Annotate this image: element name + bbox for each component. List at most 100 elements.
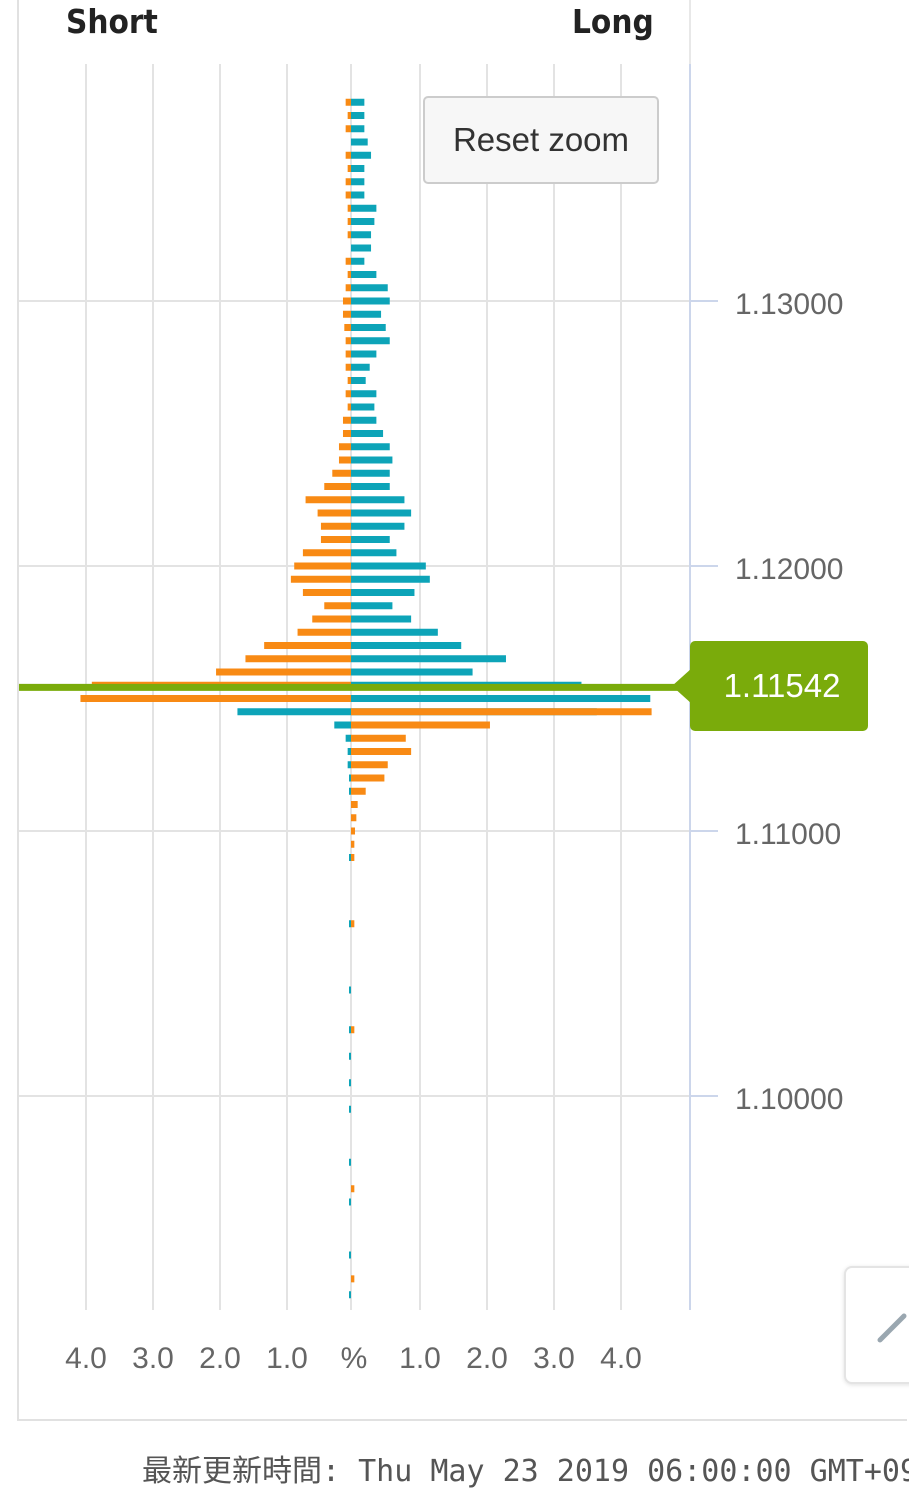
long-bar[interactable] xyxy=(347,761,351,769)
long-bar[interactable] xyxy=(351,191,365,199)
short-bar[interactable] xyxy=(302,589,351,596)
scroll-to-top-button[interactable] xyxy=(844,1266,909,1384)
long-bar[interactable] xyxy=(349,1105,351,1113)
long-bar[interactable] xyxy=(351,390,377,398)
short-bar[interactable] xyxy=(345,191,351,199)
long-bar[interactable] xyxy=(351,562,426,570)
long-bar[interactable] xyxy=(351,125,365,133)
long-bar[interactable] xyxy=(351,602,393,610)
long-bar[interactable] xyxy=(345,734,351,742)
long-bar[interactable] xyxy=(351,271,377,278)
short-bar[interactable] xyxy=(351,734,406,742)
long-bar[interactable] xyxy=(349,1052,351,1060)
long-bar[interactable] xyxy=(351,695,651,702)
long-bar[interactable] xyxy=(351,244,372,252)
long-bar[interactable] xyxy=(351,443,390,451)
long-bar[interactable] xyxy=(349,774,351,782)
long-bar[interactable] xyxy=(349,1158,351,1166)
short-bar[interactable] xyxy=(351,814,357,822)
short-bar[interactable] xyxy=(351,1275,355,1283)
long-bar[interactable] xyxy=(334,721,351,729)
short-bar[interactable] xyxy=(345,337,351,345)
long-bar[interactable] xyxy=(351,165,365,172)
long-bar[interactable] xyxy=(351,668,473,676)
long-bar[interactable] xyxy=(351,337,390,345)
short-bar[interactable] xyxy=(216,668,351,676)
short-bar[interactable] xyxy=(351,748,412,755)
long-bar[interactable] xyxy=(349,1079,351,1087)
short-bar[interactable] xyxy=(342,297,351,305)
long-bar[interactable] xyxy=(349,1198,351,1206)
long-bar[interactable] xyxy=(351,297,390,305)
long-bar[interactable] xyxy=(351,178,365,186)
short-bar[interactable] xyxy=(351,1185,355,1193)
short-bar[interactable] xyxy=(347,165,351,172)
short-bar[interactable] xyxy=(345,390,351,398)
long-bar[interactable] xyxy=(349,986,351,994)
short-bar[interactable] xyxy=(347,377,351,384)
short-bar[interactable] xyxy=(345,98,351,106)
short-bar[interactable] xyxy=(345,257,351,265)
short-bar[interactable] xyxy=(297,628,351,636)
long-bar[interactable] xyxy=(351,257,365,265)
long-bar[interactable] xyxy=(351,284,388,292)
short-bar[interactable] xyxy=(347,204,351,212)
long-bar[interactable] xyxy=(351,324,386,331)
short-bar[interactable] xyxy=(351,787,366,795)
long-bar[interactable] xyxy=(351,483,390,490)
long-bar[interactable] xyxy=(351,522,405,530)
short-bar[interactable] xyxy=(351,854,355,861)
long-bar[interactable] xyxy=(347,748,351,755)
long-bar[interactable] xyxy=(351,218,375,225)
short-bar[interactable] xyxy=(347,112,351,119)
long-bar[interactable] xyxy=(351,416,377,424)
short-bar[interactable] xyxy=(351,774,385,782)
short-bar[interactable] xyxy=(342,430,351,437)
short-bar[interactable] xyxy=(347,271,351,278)
long-bar[interactable] xyxy=(351,575,430,583)
long-bar[interactable] xyxy=(351,509,412,517)
short-bar[interactable] xyxy=(347,403,351,411)
short-bar[interactable] xyxy=(320,522,351,530)
long-bar[interactable] xyxy=(349,787,351,795)
short-bar[interactable] xyxy=(351,708,652,716)
long-bar[interactable] xyxy=(237,708,351,716)
long-bar[interactable] xyxy=(349,920,351,928)
short-bar[interactable] xyxy=(342,310,351,318)
short-bar[interactable] xyxy=(320,536,351,543)
short-bar[interactable] xyxy=(332,469,351,477)
reset-zoom-button[interactable]: Reset zoom xyxy=(423,96,659,184)
short-bar[interactable] xyxy=(344,324,351,331)
long-bar[interactable] xyxy=(351,138,368,146)
short-bar[interactable] xyxy=(245,655,351,663)
short-bar[interactable] xyxy=(312,615,351,623)
long-bar[interactable] xyxy=(349,1026,351,1034)
long-bar[interactable] xyxy=(351,204,377,212)
long-bar[interactable] xyxy=(351,112,365,119)
long-bar[interactable] xyxy=(351,655,506,663)
short-bar[interactable] xyxy=(351,840,355,848)
short-bar[interactable] xyxy=(345,151,351,159)
long-bar[interactable] xyxy=(351,231,372,239)
long-bar[interactable] xyxy=(351,642,462,649)
short-bar[interactable] xyxy=(345,363,351,371)
long-bar[interactable] xyxy=(351,628,438,636)
long-bar[interactable] xyxy=(351,469,390,477)
short-bar[interactable] xyxy=(338,443,351,451)
short-bar[interactable] xyxy=(347,231,351,239)
short-bar[interactable] xyxy=(338,456,351,464)
short-bar[interactable] xyxy=(345,178,351,186)
short-bar[interactable] xyxy=(351,1026,355,1034)
short-bar[interactable] xyxy=(345,284,351,292)
short-bar[interactable] xyxy=(264,642,351,649)
short-bar[interactable] xyxy=(290,575,351,583)
long-bar[interactable] xyxy=(351,549,397,557)
short-bar[interactable] xyxy=(317,509,351,517)
short-bar[interactable] xyxy=(302,549,351,557)
long-bar[interactable] xyxy=(351,615,412,623)
short-bar[interactable] xyxy=(305,496,351,504)
short-bar[interactable] xyxy=(351,761,388,769)
short-bar[interactable] xyxy=(345,350,351,358)
long-bar[interactable] xyxy=(351,350,377,358)
short-bar[interactable] xyxy=(351,721,490,729)
